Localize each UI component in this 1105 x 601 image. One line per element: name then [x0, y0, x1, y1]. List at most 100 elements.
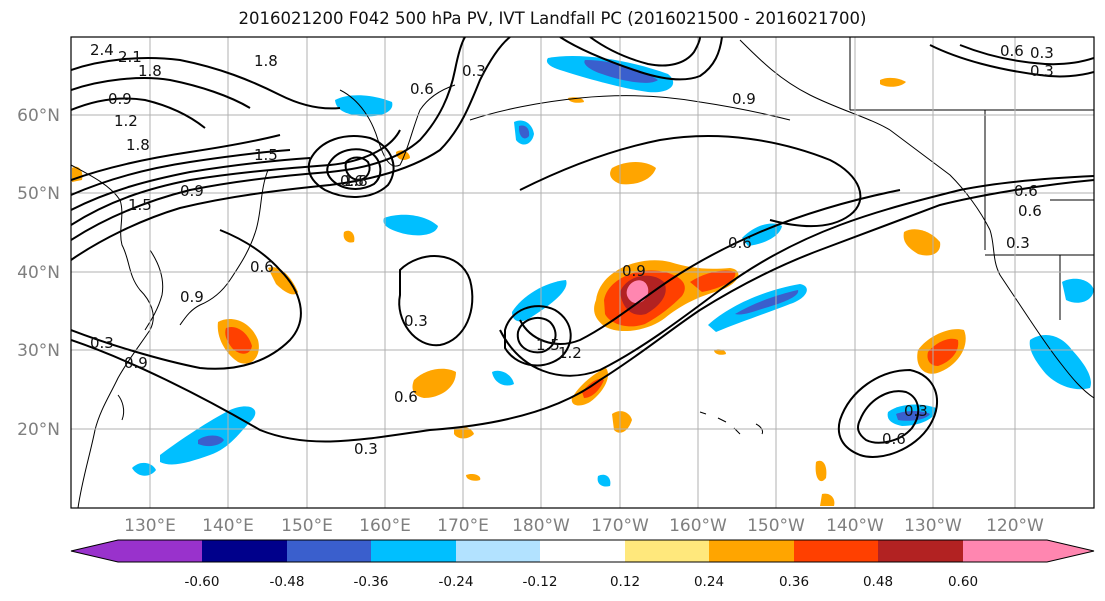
coast-aleutians	[469, 95, 791, 121]
contour-label: 1.8	[126, 136, 150, 154]
coast-alaska	[739, 39, 991, 231]
warm-patch-130w-core	[927, 338, 959, 366]
colorbar-tick-label: -0.24	[439, 574, 474, 590]
warm-tail-east	[690, 270, 736, 292]
colorbar-cell	[878, 540, 963, 562]
contour-label: 1.2	[114, 112, 138, 130]
pv-contour-0.3-north	[71, 37, 511, 261]
pv-contour-low-kam-1	[307, 135, 395, 198]
contour-label: 1.8	[138, 62, 162, 80]
pv-contour-0.3-mid	[398, 255, 474, 347]
colorbar-tick-label: 0.60	[948, 574, 978, 590]
lon-label: 150°W	[747, 516, 805, 536]
latitude-labels: 60°N 50°N 40°N 30°N 20°N	[17, 106, 60, 440]
cold-patch-small-1	[597, 474, 611, 487]
coast-asia	[71, 164, 154, 508]
lon-label: 180°W	[512, 516, 570, 536]
contour-label: 0.6	[1014, 182, 1038, 200]
warm-patch-small-9	[466, 473, 481, 481]
warm-patch-128w	[903, 229, 941, 256]
coastlines	[71, 37, 1094, 508]
pv-contour-1.5-north	[71, 149, 291, 196]
warm-anomaly-main-peak	[626, 280, 649, 304]
colorbar-cell	[963, 540, 1094, 562]
pv-contour-0.9-north	[71, 129, 401, 226]
contour-label: 0.6	[1000, 42, 1024, 60]
lat-label: 50°N	[17, 184, 60, 204]
colorbar-cell	[540, 540, 625, 562]
pv-contour-0.3-south	[71, 179, 1094, 443]
contour-label: 0.3	[90, 334, 114, 352]
cold-patch-135w-core	[896, 411, 930, 421]
lon-label: 170°E	[437, 516, 489, 536]
lon-label: 140°W	[826, 516, 884, 536]
contour-label: 0.6	[250, 258, 274, 276]
colorbar-cell	[71, 540, 202, 562]
longitude-labels: 130°E 140°E 150°E 160°E 170°E 180°W 170°…	[124, 516, 1044, 536]
colorbar-cell	[456, 540, 540, 562]
warm-patch-small-3	[612, 411, 632, 433]
cold-patch-167e	[492, 370, 514, 386]
contour-label: 0.9	[180, 182, 204, 200]
colorbar-cell	[625, 540, 709, 562]
lat-label: 60°N	[17, 106, 60, 126]
contour-label: 1.2	[558, 344, 582, 362]
warm-patch-small-4	[815, 460, 827, 482]
map-title: 2016021200 F042 500 hPa PV, IVT Landfall…	[238, 9, 867, 28]
warm-patch-small-5	[820, 493, 835, 506]
pv-contour-1.5-loop	[516, 316, 557, 354]
colorbar-tick-label: 0.12	[610, 574, 640, 590]
warm-patch-japan-south-core	[225, 326, 252, 354]
colorbar-tick-label: -0.12	[523, 574, 558, 590]
pv-contour-1.2-north	[71, 157, 311, 211]
contour-label: 1.8	[254, 52, 278, 70]
pv-contour-0.6-b	[499, 175, 1094, 377]
warm-patch-small-6	[880, 77, 906, 87]
colorbar-outline	[70, 539, 1095, 563]
graticule	[71, 37, 1094, 508]
contour-label: 0.6	[340, 172, 364, 190]
cold-patch-baja	[1062, 278, 1094, 303]
colorbar: -0.60 -0.48 -0.36 -0.24 -0.12 0.12 0.24 …	[70, 539, 1095, 590]
pv-contour-0.6-a	[71, 229, 302, 370]
pv-contours	[71, 37, 1094, 458]
contour-label: 0.3	[1030, 44, 1054, 62]
contour-label: 2.1	[118, 48, 142, 66]
pv-contour-ne-2	[959, 44, 1094, 66]
colorbar-tick-label: 0.48	[863, 574, 893, 590]
contour-label: 0.3	[904, 402, 928, 420]
contour-label: 0.3	[1006, 234, 1030, 252]
coast-taiwan	[117, 394, 125, 421]
pv-contour-low-kam-3	[344, 156, 371, 182]
warm-patch-163e	[412, 368, 456, 398]
contour-label: 0.3	[404, 312, 428, 330]
pv-contour-east-pacific-1	[837, 368, 939, 458]
contour-label: 0.9	[124, 354, 148, 372]
contour-label: 1.5	[536, 336, 560, 354]
contour-labels: 2.4 2.1 1.8 1.8 0.9 1.2 1.8 1.5 1.5 1.8 …	[90, 41, 1054, 458]
contour-label: 2.4	[90, 41, 114, 59]
lon-label: 170°W	[591, 516, 649, 536]
cold-patch-south-core	[198, 435, 224, 447]
colorbar-tick-label: 0.24	[694, 574, 724, 590]
colorbar-cell	[202, 540, 287, 562]
cold-patch-south	[160, 406, 256, 465]
pv-contour-1.2-loop	[504, 305, 572, 367]
pv-contour-northwest-1	[71, 57, 341, 110]
contour-label: 0.6	[1018, 202, 1042, 220]
warm-patch-small-1	[343, 230, 355, 243]
lon-label: 160°W	[669, 516, 727, 536]
lon-label: 130°E	[124, 516, 176, 536]
border-canada	[849, 37, 1094, 250]
cold-patch-160w	[742, 223, 782, 246]
contour-label: 0.9	[108, 90, 132, 108]
pv-contour-1.8-north	[71, 134, 281, 181]
pv-contour-northwest-3	[71, 97, 206, 129]
colorbar-cell	[709, 540, 794, 562]
pv-contour-northwest-2	[71, 77, 251, 109]
warm-patch-japan	[268, 267, 298, 295]
pv-contour-aleutian-1	[559, 37, 723, 81]
map-border	[70, 36, 1095, 509]
contour-label: 1.5	[128, 196, 152, 214]
lon-label: 130°W	[904, 516, 962, 536]
